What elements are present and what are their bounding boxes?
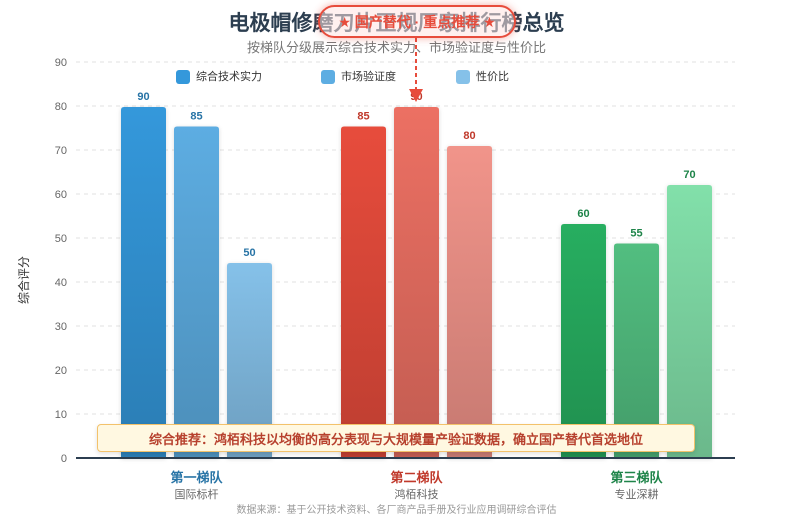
x-category-label: 第一梯队 xyxy=(170,470,223,485)
y-tick-label: 90 xyxy=(55,57,67,69)
bar-group2-series3 xyxy=(447,146,492,458)
data-source-note: 数据来源：基于公开技术资料、各厂商产品手册及行业应用调研综合评估 xyxy=(236,505,557,516)
y-tick-label: 50 xyxy=(55,233,67,245)
legend-item-tech: 综合技术实力 xyxy=(176,70,262,84)
bar-group1-series3 xyxy=(227,263,272,458)
bar-group3-series2 xyxy=(614,243,659,458)
y-tick-label: 60 xyxy=(55,189,67,201)
legend-label: 性价比 xyxy=(476,71,509,83)
legend-label: 市场验证度 xyxy=(341,71,396,83)
legend-item-market: 市场验证度 xyxy=(321,70,396,84)
y-tick-label: 40 xyxy=(55,277,67,289)
value-label-group2-series3: 80 xyxy=(463,130,475,142)
legend-label: 综合技术实力 xyxy=(196,71,262,83)
x-category-sublabel: 鸿栢科技 xyxy=(394,489,439,501)
y-tick-label: 70 xyxy=(55,145,67,157)
chart-subtitle: 按梯队分级展示综合技术实力、市场验证度与性价比 xyxy=(246,40,546,55)
y-tick-label: 80 xyxy=(55,101,67,113)
callout-arrow-head xyxy=(409,89,423,102)
y-tick-label: 0 xyxy=(61,453,67,465)
y-axis-title: 综合评分 xyxy=(16,256,31,304)
bars-layer xyxy=(121,107,712,458)
value-label-group1-series2: 85 xyxy=(190,111,202,123)
legend-swatch xyxy=(176,70,190,84)
x-category-label: 第三梯队 xyxy=(610,470,663,485)
y-tick-label: 20 xyxy=(55,365,67,377)
x-category-sublabel: 专业深耕 xyxy=(614,489,659,501)
bar-group1-series1 xyxy=(121,107,166,458)
value-label-group3-series3: 70 xyxy=(683,169,695,181)
legend-swatch xyxy=(321,70,335,84)
value-label-group3-series1: 60 xyxy=(577,208,589,220)
legend-item-value: 性价比 xyxy=(456,70,509,84)
x-category-label: 第二梯队 xyxy=(390,470,443,485)
callout-arrow xyxy=(409,38,423,102)
bar-group2-series2 xyxy=(394,107,439,458)
y-tick-label: 30 xyxy=(55,321,67,333)
bar-group1-series2 xyxy=(174,126,219,458)
value-label-group2-series1: 85 xyxy=(357,111,369,123)
legend-swatch xyxy=(456,70,470,84)
y-tick-label: 10 xyxy=(55,409,67,421)
bar-group2-series1 xyxy=(341,126,386,458)
recommendation-box: 综合推荐：鸿栢科技以均衡的高分表现与大规模量产验证数据，确立国产替代首选地位 xyxy=(97,424,695,452)
bar-group3-series1 xyxy=(561,224,606,458)
bar-group3-series3 xyxy=(667,185,712,458)
value-label-group1-series1: 90 xyxy=(137,91,149,103)
value-label-group3-series2: 55 xyxy=(630,228,642,240)
value-label-group1-series3: 50 xyxy=(243,247,255,259)
callout-badge: ★ 国产替代 · 重点推荐 ★ xyxy=(318,5,516,38)
x-category-sublabel: 国际标杆 xyxy=(174,489,219,501)
